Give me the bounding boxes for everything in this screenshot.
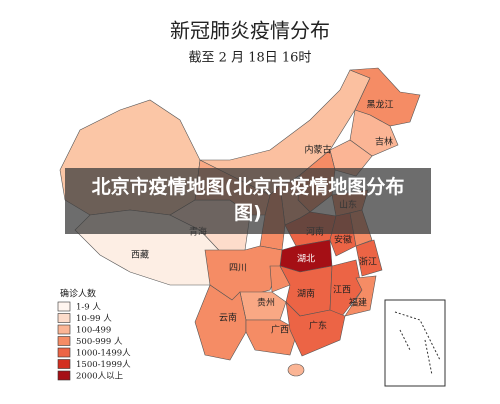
province-label: 浙江	[359, 256, 377, 268]
province	[355, 239, 383, 277]
province-label: 贵州	[257, 297, 275, 309]
province-label: 湖南	[297, 288, 315, 300]
legend-label: 10-99 人	[76, 314, 112, 324]
province-label: 安徽	[334, 234, 352, 246]
legend-title: 确诊人数	[60, 288, 96, 300]
legend-swatch	[57, 313, 71, 323]
province-label: 湖北	[297, 254, 315, 265]
province-label: 西藏	[131, 249, 149, 261]
legend-swatch	[57, 336, 71, 346]
province	[285, 301, 346, 357]
legend-label: 1500-1999人	[76, 360, 131, 370]
province-label: 吉林	[375, 136, 393, 148]
legend-swatch	[57, 324, 71, 335]
legend-label: 1000-1499人	[76, 349, 131, 359]
legend-label: 2000人以上	[76, 372, 124, 382]
province	[344, 275, 377, 317]
province	[245, 319, 299, 356]
province	[349, 67, 421, 127]
legend-label: 1-9 人	[76, 303, 101, 313]
inset-box	[384, 299, 446, 387]
province-label: 内蒙古	[304, 144, 331, 156]
province-label: 江西	[333, 285, 351, 296]
province-label: 福建	[349, 297, 367, 309]
province	[287, 363, 305, 377]
legend-swatch	[57, 301, 71, 312]
province-label: 四川	[229, 264, 247, 274]
caption-overlay: 北京市疫情地图(北京市疫情地图分布图)	[65, 168, 431, 234]
legend-label: 100-499	[76, 326, 111, 336]
province-label: 广东	[309, 320, 327, 332]
caption: 北京市疫情地图(北京市疫情地图分布图)	[91, 176, 405, 224]
legend-swatch	[57, 359, 71, 369]
province	[329, 259, 363, 317]
subtitle: 截至 2 月 18日 16时	[189, 51, 312, 66]
province-label: 云南	[219, 312, 237, 324]
province-label: 广西	[271, 324, 289, 336]
legend-swatch	[57, 370, 71, 381]
legend-swatch	[57, 347, 71, 358]
inset-islands	[394, 311, 441, 376]
title: 新冠肺炎疫情分布	[170, 19, 330, 43]
legend-label: 500-999 人	[76, 337, 123, 347]
province-label: 黑龙江	[366, 99, 393, 111]
